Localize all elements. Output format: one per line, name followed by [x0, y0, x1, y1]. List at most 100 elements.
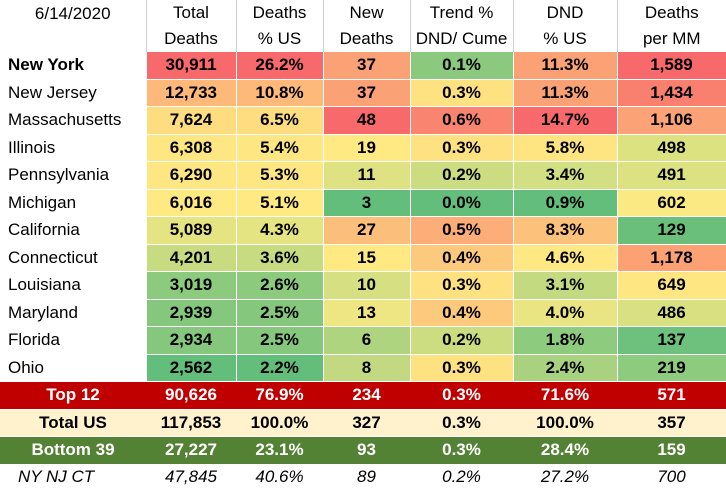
cell-dnd: 8.3% [513, 216, 618, 245]
cell-dnd: 3.4% [513, 161, 618, 190]
summary-dnd: 100.0% [513, 409, 617, 437]
cell-dnd: 0.9% [513, 189, 618, 217]
summary-trend: 0.3% [410, 409, 513, 437]
summary-rows: Top 12 90,626 76.9% 234 0.3% 71.6% 571 Total US… [0, 381, 726, 465]
summary-dnd: 71.6% [513, 381, 617, 410]
footer-total: 47,845 [146, 464, 236, 489]
cell-trend: 0.3% [410, 134, 514, 162]
table-row: Louisiana 3,019 2.6% 10 0.3% 3.1% 649 [0, 271, 726, 300]
footer-pct: 40.6% [236, 464, 323, 489]
footer-dnd: 27.2% [513, 464, 617, 489]
footer-label: NY NJ CT [0, 464, 146, 489]
state-name: California [0, 216, 147, 245]
cell-permm: 129 [617, 216, 726, 245]
state-name: Pennsylvania [0, 161, 147, 190]
summary-new: 93 [323, 436, 410, 465]
summary-trend: 0.3% [410, 436, 513, 465]
cell-permm: 1,589 [617, 52, 726, 80]
table-row: Connecticut 4,201 3.6% 15 0.4% 4.6% 1,178 [0, 244, 726, 272]
cell-pct: 5.3% [236, 161, 324, 190]
cell-pct: 26.2% [236, 52, 324, 80]
cell-trend: 0.1% [410, 52, 514, 80]
state-rows: New York 30,911 26.2% 37 0.1% 11.3% 1,589 New J… [0, 52, 726, 382]
cell-total: 3,019 [146, 271, 237, 300]
table-row: Maryland 2,939 2.5% 13 0.4% 4.0% 486 [0, 299, 726, 327]
cell-total: 2,562 [146, 354, 237, 382]
table-row: Massachusetts 7,624 6.5% 48 0.6% 14.7% 1,106 [0, 106, 726, 135]
cell-pct: 5.4% [236, 134, 324, 162]
cell-pct: 10.8% [236, 79, 324, 107]
cell-pct: 3.6% [236, 244, 324, 272]
table-row: New Jersey 12,733 10.8% 37 0.3% 11.3% 1,434 [0, 79, 726, 107]
summary-permm: 357 [617, 409, 726, 437]
cell-total: 30,911 [146, 52, 237, 80]
cell-permm: 649 [617, 271, 726, 300]
summary-row: Total US 117,853 100.0% 327 0.3% 100.0% 357 [0, 409, 726, 437]
cell-dnd: 4.0% [513, 299, 618, 327]
cell-new: 37 [323, 79, 411, 107]
cell-total: 12,733 [146, 79, 237, 107]
cell-trend: 0.3% [410, 354, 514, 382]
table-header: 6/14/2020 Total Deaths New Trend % DND D… [0, 0, 726, 52]
state-name: Maryland [0, 299, 147, 327]
cell-new: 37 [323, 52, 411, 80]
header-dnd-line2: % US [513, 26, 618, 52]
cell-permm: 602 [617, 189, 726, 217]
header-total-deaths-line1: Total [146, 0, 237, 26]
cell-total: 6,290 [146, 161, 237, 190]
header-new-deaths-line1: New [323, 0, 411, 26]
table-row: Florida 2,934 2.5% 6 0.2% 1.8% 137 [0, 326, 726, 355]
table-row: New York 30,911 26.2% 37 0.1% 11.3% 1,589 [0, 52, 726, 80]
summary-row: Top 12 90,626 76.9% 234 0.3% 71.6% 571 [0, 381, 726, 410]
header-dnd-line1: DND [513, 0, 618, 26]
cell-trend: 0.4% [410, 299, 514, 327]
state-name: Florida [0, 326, 147, 355]
cell-new: 19 [323, 134, 411, 162]
cell-pct: 2.2% [236, 354, 324, 382]
cell-pct: 2.5% [236, 326, 324, 355]
footer-new: 89 [323, 464, 410, 489]
footer-row-group: NY NJ CT 47,845 40.6% 89 0.2% 27.2% 700 [0, 464, 726, 489]
cell-dnd: 11.3% [513, 52, 618, 80]
state-name: New York [0, 52, 147, 80]
summary-label: Total US [0, 409, 146, 437]
summary-permm: 571 [617, 381, 726, 410]
state-name: New Jersey [0, 79, 147, 107]
cell-permm: 1,106 [617, 106, 726, 135]
cell-new: 13 [323, 299, 411, 327]
cell-new: 3 [323, 189, 411, 217]
state-name: Michigan [0, 189, 147, 217]
cell-permm: 219 [617, 354, 726, 382]
summary-trend: 0.3% [410, 381, 513, 410]
summary-dnd: 28.4% [513, 436, 617, 465]
state-name: Illinois [0, 134, 147, 162]
summary-total: 117,853 [146, 409, 236, 437]
state-name: Ohio [0, 354, 147, 382]
header-date: 6/14/2020 [0, 0, 147, 52]
cell-permm: 137 [617, 326, 726, 355]
table-row: Ohio 2,562 2.2% 8 0.3% 2.4% 219 [0, 354, 726, 382]
footer-permm: 700 [617, 464, 726, 489]
cell-total: 6,308 [146, 134, 237, 162]
header-per-mm-line1: Deaths [617, 0, 726, 26]
state-name: Massachusetts [0, 106, 147, 135]
cell-trend: 0.3% [410, 79, 514, 107]
footer-trend: 0.2% [410, 464, 513, 489]
summary-pct: 100.0% [236, 409, 323, 437]
cell-dnd: 5.8% [513, 134, 618, 162]
cell-permm: 1,178 [617, 244, 726, 272]
state-name: Connecticut [0, 244, 147, 272]
summary-label: Top 12 [0, 381, 146, 410]
cell-trend: 0.2% [410, 161, 514, 190]
state-name: Louisiana [0, 271, 147, 300]
cell-trend: 0.6% [410, 106, 514, 135]
cell-pct: 2.5% [236, 299, 324, 327]
cell-permm: 498 [617, 134, 726, 162]
cell-trend: 0.4% [410, 244, 514, 272]
cell-total: 2,934 [146, 326, 237, 355]
summary-total: 90,626 [146, 381, 236, 410]
summary-permm: 159 [617, 436, 726, 465]
cell-total: 2,939 [146, 299, 237, 327]
summary-label: Bottom 39 [0, 436, 146, 465]
